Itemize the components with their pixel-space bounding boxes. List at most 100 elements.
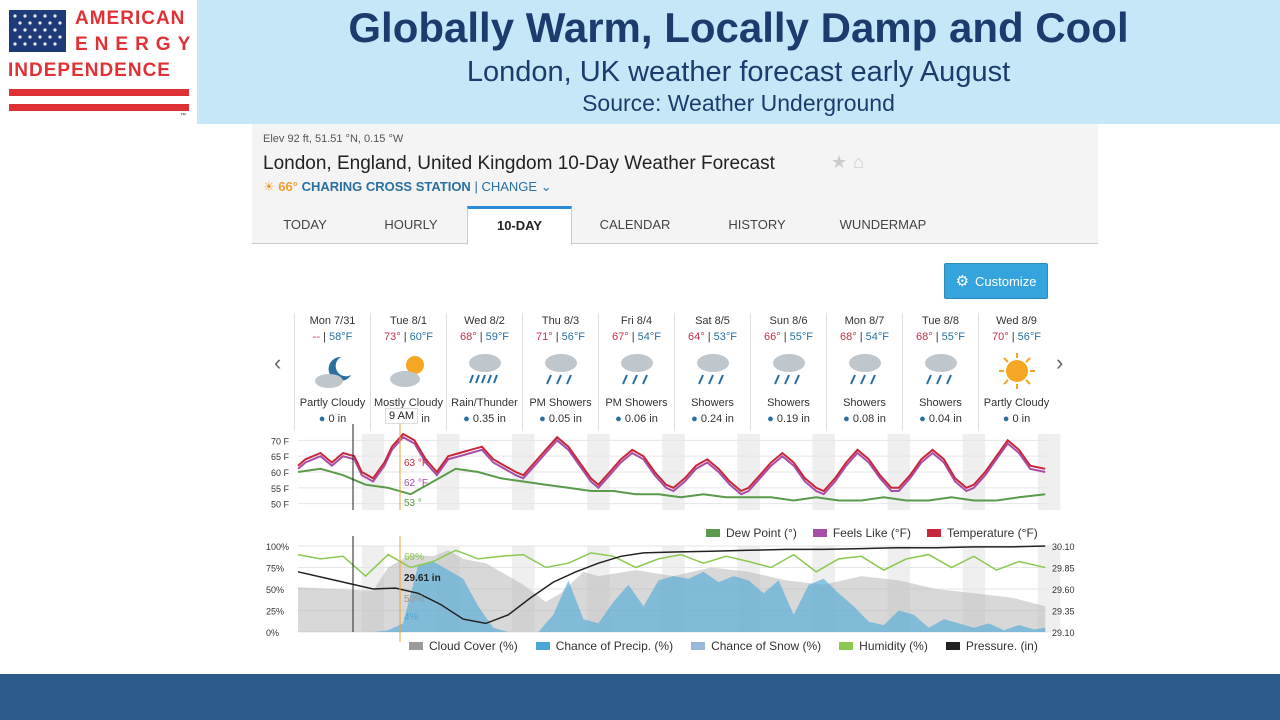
- logo-line3: INDEPENDENCE: [8, 60, 171, 81]
- legend-swatch: [926, 529, 941, 537]
- day-precip-amount: 0.08 in: [852, 413, 886, 425]
- day-precip: ● 0.24 in: [675, 413, 750, 427]
- day-date: Tue 8/8: [922, 315, 959, 327]
- home-icon[interactable]: ⌂: [853, 152, 871, 172]
- precip-chance-area: [298, 561, 1046, 632]
- legend-cloud[interactable]: Cloud Cover (%): [429, 639, 518, 653]
- day-precip-amount: 0.06 in: [624, 413, 658, 425]
- legend-snow[interactable]: Chance of Snow (%): [711, 639, 822, 653]
- day-high: 68°: [840, 331, 857, 343]
- day-high: 64°: [688, 331, 705, 343]
- day-card[interactable]: Wed 8/9 70° | 56°F Partly Cloudy ● 0 in: [978, 313, 1054, 431]
- legend-swatch: [691, 642, 706, 650]
- day-precip: ● 0.08 in: [827, 413, 902, 427]
- customize-label: Customize: [975, 273, 1037, 289]
- y-tick-label-left: 25%: [266, 607, 284, 617]
- day-low: 58°F: [328, 331, 353, 343]
- day-temps: 73° | 60°F: [384, 331, 433, 343]
- day-temps: 70° | 56°F: [992, 331, 1041, 343]
- legend-swatch: [535, 642, 550, 650]
- station-row: ☀ 66° CHARING CROSS STATION | CHANGE ⌄: [263, 179, 552, 195]
- day-date: Tue 8/1: [390, 315, 427, 327]
- legend-feelslike[interactable]: Feels Like (°F): [832, 526, 911, 540]
- day-card[interactable]: Wed 8/2 68° | 59°F Rain/Thunder ● 0.35 in: [446, 313, 522, 431]
- day-precip-amount: 0.04 in: [928, 413, 962, 425]
- change-link[interactable]: | CHANGE: [474, 179, 538, 194]
- tab-bar: TODAY HOURLY 10-DAY CALENDAR HISTORY WUN…: [252, 206, 1098, 245]
- y-tick-label-right: 29.85: [1052, 564, 1075, 574]
- legend-humidity[interactable]: Humidity (%): [859, 639, 928, 653]
- day-high: 67°: [612, 331, 629, 343]
- legend-swatch: [945, 642, 960, 650]
- tab-history[interactable]: HISTORY: [728, 217, 786, 232]
- elevation-text: Elev 92 ft, 51.51 °N, 0.15 °W: [263, 133, 404, 145]
- y-tick-label: 60 F: [271, 468, 290, 478]
- day-high: 73°: [384, 331, 401, 343]
- day-low: 55°F: [789, 331, 813, 343]
- y-tick-label-left: 50%: [266, 585, 284, 595]
- sun-cloud-icon: [371, 345, 446, 397]
- day-low: 56°F: [1017, 331, 1041, 343]
- tab-10-day[interactable]: 10-DAY: [467, 206, 572, 245]
- precip-chart: 100% 30.10 75% 29.85 50% 29.60 25% 29.35 0% 29.10…: [252, 536, 1098, 671]
- day-high: --: [312, 331, 320, 343]
- hover-value-label: 62 °F: [404, 478, 428, 489]
- legend-temperature[interactable]: Temperature (°F): [946, 526, 1038, 540]
- day-card[interactable]: Fri 8/4 67° | 54°F PM Showers ● 0.06 in: [598, 313, 674, 431]
- day-precip: ● 0.05 in: [523, 413, 598, 427]
- rain-thunder-icon: [447, 345, 522, 397]
- day-date: Wed 8/2: [464, 315, 505, 327]
- tab-hourly[interactable]: HOURLY: [384, 217, 438, 232]
- day-precip-amount: 0 in: [328, 413, 347, 425]
- star-icon[interactable]: ★: [831, 152, 854, 172]
- station-link[interactable]: CHARING CROSS STATION: [301, 179, 471, 194]
- day-card[interactable]: Tue 8/8 68° | 55°F Showers ● 0.04 in: [902, 313, 978, 431]
- day-precip: ● 0.19 in: [751, 413, 826, 427]
- legend-precip[interactable]: Chance of Precip. (%): [555, 639, 674, 653]
- raindrop-icon: ●: [318, 413, 326, 425]
- y-tick-label-left: 0%: [266, 628, 279, 638]
- day-card[interactable]: Sat 8/5 64° | 53°F Showers ● 0.24 in: [674, 313, 750, 431]
- y-tick-label: 65 F: [271, 452, 290, 462]
- y-tick-label: 70 F: [271, 436, 290, 446]
- day-condition: Showers: [843, 397, 886, 409]
- showers-icon: [751, 345, 826, 397]
- legend-swatch: [839, 642, 854, 650]
- day-date: Sat 8/5: [695, 315, 730, 327]
- day-card[interactable]: Sun 8/6 66° | 55°F Showers ● 0.19 in: [750, 313, 826, 431]
- tab-wundermap[interactable]: WUNDERMAP: [839, 217, 927, 232]
- logo-stripe: [9, 104, 189, 111]
- day-card[interactable]: Mon 7/31 -- | 58°F Partly Cloudy ● 0 in: [294, 313, 370, 431]
- location-title: London, England, United Kingdom 10-Day W…: [263, 153, 775, 174]
- tab-today[interactable]: TODAY: [283, 217, 327, 232]
- day-low: 55°F: [941, 331, 965, 343]
- series-line: [297, 432, 1046, 493]
- hover-value-label: 63 °F: [404, 458, 428, 469]
- customize-button[interactable]: ⚙ Customize: [944, 263, 1048, 299]
- day-date: Mon 7/31: [309, 315, 356, 327]
- next-arrow-icon[interactable]: ›: [1056, 350, 1064, 375]
- day-card[interactable]: Mon 8/7 68° | 54°F Showers ● 0.08 in: [826, 313, 902, 431]
- slide-title: Globally Warm, Locally Damp and Cool: [348, 4, 1129, 51]
- day-high: 68°: [460, 331, 477, 343]
- day-low: 56°F: [561, 331, 585, 343]
- day-temps: 68° | 54°F: [840, 331, 889, 343]
- day-condition: Partly Cloudy: [983, 397, 1050, 409]
- day-precip-amount: 0.24 in: [700, 413, 734, 425]
- chevron-down-icon[interactable]: ⌄: [540, 179, 552, 194]
- tab-calendar[interactable]: CALENDAR: [599, 217, 671, 232]
- sun-icon: [979, 345, 1054, 397]
- legend-pressure[interactable]: Pressure. (in): [965, 639, 1038, 653]
- partly-sunny-icon: ☀: [263, 179, 275, 194]
- hover-value-label: 4%: [404, 612, 419, 623]
- day-high: 68°: [916, 331, 933, 343]
- raindrop-icon: ●: [919, 413, 926, 425]
- legend-dewpoint[interactable]: Dew Point (°): [726, 526, 797, 540]
- day-card[interactable]: Thu 8/3 71° | 56°F PM Showers ● 0.05 in: [522, 313, 598, 431]
- day-precip: ● 0.35 in: [447, 413, 522, 427]
- day-condition: Showers: [691, 397, 734, 409]
- raindrop-icon: ●: [1002, 413, 1010, 425]
- prev-arrow-icon[interactable]: ‹: [274, 350, 282, 375]
- day-precip-amount: 0.35 in: [472, 413, 506, 425]
- day-date: Fri 8/4: [620, 315, 653, 327]
